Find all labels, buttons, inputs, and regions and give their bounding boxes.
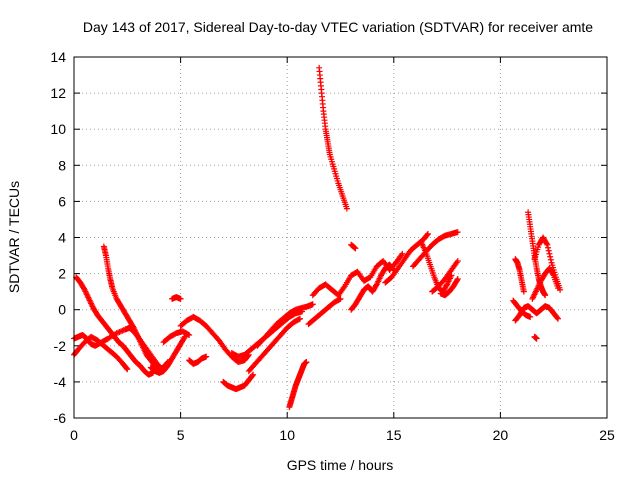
- series-arc-t: [382, 230, 431, 286]
- x-tick-label: 5: [177, 427, 185, 443]
- y-tick-label: 14: [50, 49, 66, 65]
- x-tick-label: 20: [493, 427, 509, 443]
- data-point: [544, 241, 551, 248]
- series-arc-v: [418, 239, 455, 295]
- x-tick-label: 25: [599, 427, 615, 443]
- data-point: [124, 366, 131, 373]
- data-point: [545, 244, 552, 251]
- x-tick-label: 0: [70, 427, 78, 443]
- data-point: [520, 288, 527, 295]
- y-axis-label: SDTVAR / TECUs: [6, 181, 22, 293]
- data-point: [296, 315, 303, 322]
- series-arc-n: [286, 359, 310, 411]
- series-arc-e: [147, 333, 188, 376]
- series-arc-j: [220, 371, 257, 393]
- data-point: [554, 314, 561, 321]
- y-tick-label: 2: [58, 266, 66, 282]
- data-point: [547, 256, 554, 263]
- data-point: [546, 250, 553, 257]
- y-tick-label: 4: [58, 230, 66, 246]
- data-point: [542, 292, 549, 299]
- x-tick-label: 10: [279, 427, 295, 443]
- series-arc-aa: [512, 303, 561, 324]
- series-arc-s: [348, 261, 397, 313]
- series-arc-y: [512, 256, 527, 295]
- data-point: [399, 250, 406, 257]
- data-point: [337, 295, 344, 302]
- x-axis-label: GPS time / hours: [287, 457, 394, 473]
- data-point: [424, 231, 431, 238]
- data-point: [547, 253, 554, 260]
- ticks-layer: 0 5 10 15 20 25 -6 -4 -2 0 2 4 6 8 10 12 14: [50, 49, 615, 443]
- data-point: [554, 315, 561, 322]
- data-point: [250, 371, 257, 378]
- series-arc-u: [409, 229, 461, 270]
- data-point: [554, 285, 561, 292]
- y-tick-label: 10: [50, 121, 66, 137]
- y-tick-label: 8: [58, 157, 66, 173]
- series-arc-d: [100, 243, 171, 373]
- plot-frame: [73, 56, 608, 419]
- chart-title: Day 143 of 2017, Sidereal Day-to-day VTE…: [83, 19, 593, 35]
- data-point: [527, 313, 534, 320]
- series-arc-ad: [529, 265, 561, 302]
- data-point: [295, 316, 302, 323]
- data-point: [309, 301, 316, 308]
- data-point: [181, 334, 188, 341]
- data-point: [454, 277, 461, 284]
- data-point: [454, 257, 461, 264]
- series-arc-l: [245, 315, 303, 375]
- x-tick-label: 15: [386, 427, 402, 443]
- data-point: [549, 271, 556, 278]
- data-point: [543, 240, 550, 247]
- data-point: [123, 365, 130, 372]
- data-point: [336, 296, 343, 303]
- series-arc-w: [429, 257, 461, 295]
- y-tick-label: 12: [50, 85, 66, 101]
- series-arc-m: [254, 301, 316, 349]
- series-arc-g: [160, 328, 193, 346]
- series-arc-r: [305, 295, 344, 328]
- data-point: [203, 353, 210, 360]
- series-arc-x: [437, 276, 461, 299]
- series-arc-p: [348, 241, 359, 252]
- data-point: [177, 295, 184, 302]
- y-tick-label: -6: [54, 410, 67, 426]
- data-point: [351, 244, 358, 251]
- series-arc-c: [73, 274, 156, 378]
- points-layer: [71, 64, 564, 411]
- y-tick-label: -4: [54, 374, 67, 390]
- data-point: [352, 245, 359, 252]
- series-arc-ab: [525, 209, 549, 299]
- grid-layer: [74, 57, 607, 418]
- y-tick-label: -2: [54, 338, 67, 354]
- data-point: [303, 359, 310, 366]
- data-point: [454, 276, 461, 283]
- data-point: [185, 331, 192, 338]
- data-point: [249, 372, 256, 379]
- data-point: [533, 335, 540, 342]
- series-arc-h: [177, 313, 252, 366]
- data-point: [424, 230, 431, 237]
- data-point: [186, 331, 193, 338]
- y-tick-label: 6: [58, 193, 66, 209]
- series-arc-i: [186, 353, 210, 367]
- data-point: [343, 205, 350, 212]
- series-arc-o: [316, 64, 350, 212]
- data-point: [545, 247, 552, 254]
- series-arc-b: [71, 333, 131, 373]
- series-arc-ae: [531, 333, 540, 342]
- series-arc-f: [169, 294, 184, 302]
- data-point: [454, 229, 461, 236]
- y-tick-label: 0: [58, 302, 66, 318]
